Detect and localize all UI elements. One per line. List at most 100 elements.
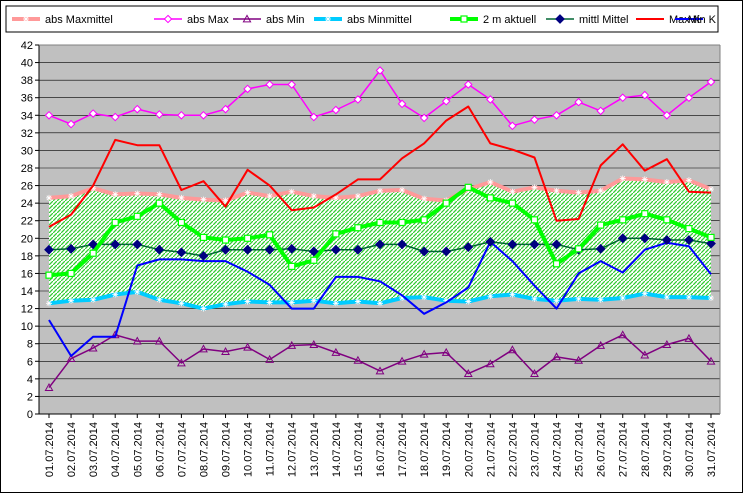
point-abs-min xyxy=(44,383,54,392)
point-abs-minmittel xyxy=(68,297,75,304)
point-abs-minmittel xyxy=(156,296,163,303)
point-abs-max xyxy=(684,93,694,103)
point-abs-minmittel xyxy=(685,294,692,301)
point-mittl-mittel xyxy=(639,233,650,244)
y-tick-label: 28 xyxy=(21,163,33,175)
point-abs-max xyxy=(618,93,628,103)
point-2-m-aktuell xyxy=(574,245,583,253)
x-tick-label: 09.07.2014 xyxy=(221,422,233,477)
x-tick-label: 30.07.2014 xyxy=(684,422,696,477)
y-tick-label: 34 xyxy=(21,110,33,122)
y-tick-label: 8 xyxy=(27,339,33,351)
point-abs-min xyxy=(66,354,76,363)
point-mittl-mittel xyxy=(264,244,275,255)
point-abs-max xyxy=(419,113,429,123)
point-abs-maxmittel xyxy=(597,187,604,194)
point-2-m-aktuell xyxy=(508,199,516,207)
point-abs-max xyxy=(221,104,230,114)
point-abs-maxmittel xyxy=(68,193,75,200)
point-abs-maxmittel xyxy=(332,194,339,201)
legend-label-2-m-aktuell: 2 m aktuell xyxy=(483,14,536,26)
point-2-m-aktuell xyxy=(442,199,450,207)
point-mittl-mittel xyxy=(330,244,341,255)
legend-label-mittl-mittel: mittl Mittel xyxy=(579,14,629,26)
point-2-m-aktuell xyxy=(67,269,75,278)
point-2-m-aktuell xyxy=(486,194,494,202)
point-abs-minmittel xyxy=(112,291,119,298)
x-tick-label: 12.07.2014 xyxy=(287,422,299,477)
point-abs-min xyxy=(397,356,407,365)
point-mittl-mittel xyxy=(551,239,562,250)
legend-label-abs-minmittel: abs Minmittel xyxy=(347,14,412,26)
point-2-m-aktuell xyxy=(332,230,340,238)
x-tick-label: 22.07.2014 xyxy=(507,422,519,477)
x-tick-label: 05.07.2014 xyxy=(132,422,144,477)
x-tick-label: 28.07.2014 xyxy=(640,422,652,477)
point-abs-maxmittel xyxy=(156,191,163,198)
point-mittl-mittel xyxy=(485,236,496,247)
point-abs-maxmittel xyxy=(200,196,207,203)
point-abs-max xyxy=(44,110,54,120)
y-tick-label: 16 xyxy=(21,268,33,280)
point-abs-maxmittel xyxy=(399,186,406,193)
x-tick-label: 18.07.2014 xyxy=(419,422,431,477)
point-2-m-aktuell xyxy=(310,256,318,264)
point-abs-minmittel xyxy=(332,300,339,307)
point-abs-max xyxy=(353,95,363,104)
point-abs-min xyxy=(419,349,429,358)
point-mittl-mittel xyxy=(441,246,452,257)
x-tick-label: 29.07.2014 xyxy=(662,422,674,477)
point-mittl-mittel xyxy=(353,244,363,255)
point-mittl-mittel xyxy=(198,250,209,261)
point-abs-maxmittel xyxy=(222,197,229,204)
point-abs-maxmittel xyxy=(708,186,714,193)
point-mittl-mittel xyxy=(617,233,628,244)
point-abs-minmittel xyxy=(641,290,648,297)
point-abs-max xyxy=(662,110,672,120)
x-tick-label: 16.07.2014 xyxy=(375,422,387,477)
y-tick-label: 0 xyxy=(27,409,33,421)
x-tick-label: 14.07.2014 xyxy=(331,422,343,477)
point-abs-minmittel xyxy=(443,297,450,304)
x-tick-label: 26.07.2014 xyxy=(596,422,608,477)
point-abs-minmittel xyxy=(266,299,273,306)
y-tick-label: 14 xyxy=(21,286,33,298)
point-abs-maxmittel xyxy=(354,193,361,200)
y-tick-label: 36 xyxy=(21,93,33,105)
point-2-m-aktuell xyxy=(464,183,472,191)
point-abs-min xyxy=(110,330,120,339)
y-tick-label: 24 xyxy=(21,198,33,210)
point-abs-max xyxy=(706,77,716,87)
point-abs-minmittel xyxy=(200,305,207,312)
point-abs-max xyxy=(530,115,539,124)
y-tick-label: 12 xyxy=(21,304,33,316)
point-abs-max xyxy=(155,110,164,119)
legend-label-abs-maxmittel: abs Maxmittel xyxy=(45,14,113,26)
point-abs-maxmittel xyxy=(509,188,516,195)
point-abs-minmittel xyxy=(597,296,604,303)
legend-marker-abs-maxmittel xyxy=(23,16,29,22)
x-tick-label: 02.07.2014 xyxy=(66,422,78,477)
point-abs-min xyxy=(552,352,561,361)
legend-marker-abs-minmittel xyxy=(325,16,331,22)
point-abs-maxmittel xyxy=(310,193,317,200)
point-abs-minmittel xyxy=(421,294,428,301)
point-abs-minmittel xyxy=(619,295,626,302)
point-abs-maxmittel xyxy=(178,194,185,201)
point-abs-minmittel xyxy=(399,295,406,302)
point-mittl-mittel xyxy=(176,247,187,258)
point-abs-min xyxy=(375,366,385,375)
x-tick-label: 31.07.2014 xyxy=(706,422,718,477)
y-tick-label: 2 xyxy=(27,391,33,403)
y-tick-label: 20 xyxy=(21,233,33,245)
point-abs-minmittel xyxy=(310,297,317,304)
point-abs-max xyxy=(177,110,186,120)
x-tick-label: 15.07.2014 xyxy=(353,422,365,477)
point-abs-min xyxy=(596,340,606,349)
y-tick-label: 42 xyxy=(21,40,33,52)
point-2-m-aktuell xyxy=(376,218,384,227)
point-2-m-aktuell xyxy=(133,212,141,220)
point-abs-minmittel xyxy=(553,297,560,304)
point-abs-maxmittel xyxy=(619,175,626,182)
